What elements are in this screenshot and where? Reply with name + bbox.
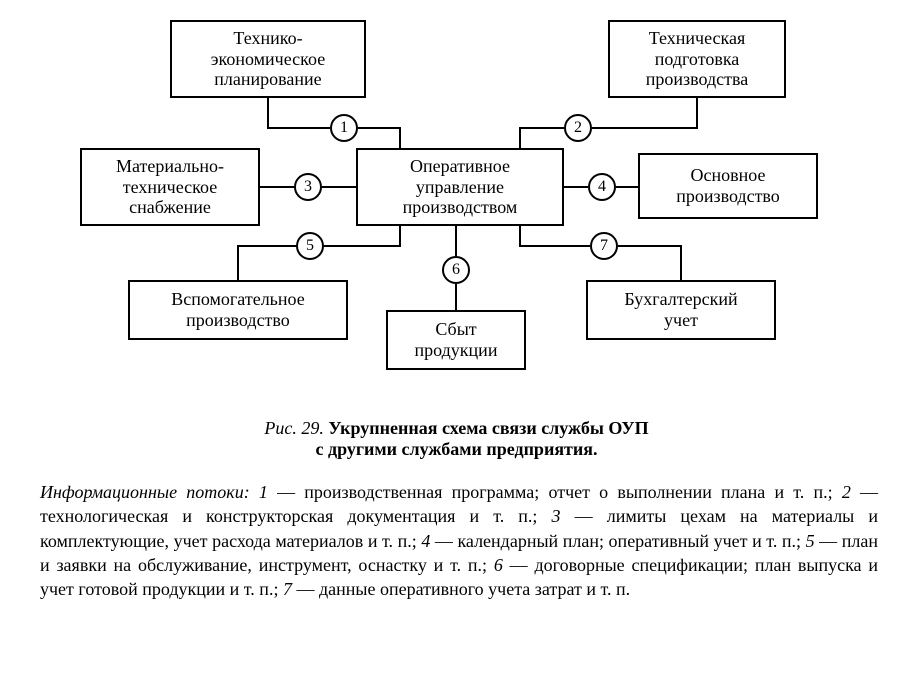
node-n3-label: Материально- техническое снабжение	[116, 156, 224, 218]
edge-badge-2: 2	[564, 114, 592, 142]
node-main-production: Основное производство	[638, 153, 818, 219]
legend-head: Информационные потоки:	[40, 482, 250, 502]
node-sales: Сбыт продукции	[386, 310, 526, 370]
figure-label: Рис. 29.	[264, 418, 323, 438]
node-aux-production: Вспомогательное производство	[128, 280, 348, 340]
node-n7-label: Бухгалтерский учет	[624, 289, 737, 330]
node-material-supply: Материально- техническое снабжение	[80, 148, 260, 226]
node-tech-econ-planning: Технико- экономическое планирование	[170, 20, 366, 98]
edge-badge-3: 3	[294, 173, 322, 201]
legend-paragraph: Информационные потоки: 1 — производствен…	[40, 480, 878, 601]
node-n6-label: Сбыт продукции	[415, 319, 498, 360]
edge-badge-6: 6	[442, 256, 470, 284]
figure-caption: Рис. 29. Укрупненная схема связи службы …	[0, 418, 913, 460]
node-center: Оперативное управление производством	[356, 148, 564, 226]
node-n2-label: Техническая подготовка производства	[646, 28, 749, 90]
node-n4-label: Основное производство	[676, 165, 780, 206]
figure-title-line1: Укрупненная схема связи службы ОУП	[328, 418, 648, 438]
node-n5-label: Вспомогательное производство	[171, 289, 304, 330]
edge-badge-1: 1	[330, 114, 358, 142]
figure-container: Оперативное управление производством Тех…	[0, 0, 913, 679]
node-n1-label: Технико- экономическое планирование	[211, 28, 325, 90]
edge-badge-7: 7	[590, 232, 618, 260]
node-accounting: Бухгалтерский учет	[586, 280, 776, 340]
node-center-label: Оперативное управление производством	[403, 156, 518, 218]
edge-badge-4: 4	[588, 173, 616, 201]
edge-badge-5: 5	[296, 232, 324, 260]
figure-title-line2: с другими службами предприятия.	[315, 439, 597, 459]
connector-2	[520, 98, 697, 148]
node-tech-preparation: Техническая подготовка производства	[608, 20, 786, 98]
